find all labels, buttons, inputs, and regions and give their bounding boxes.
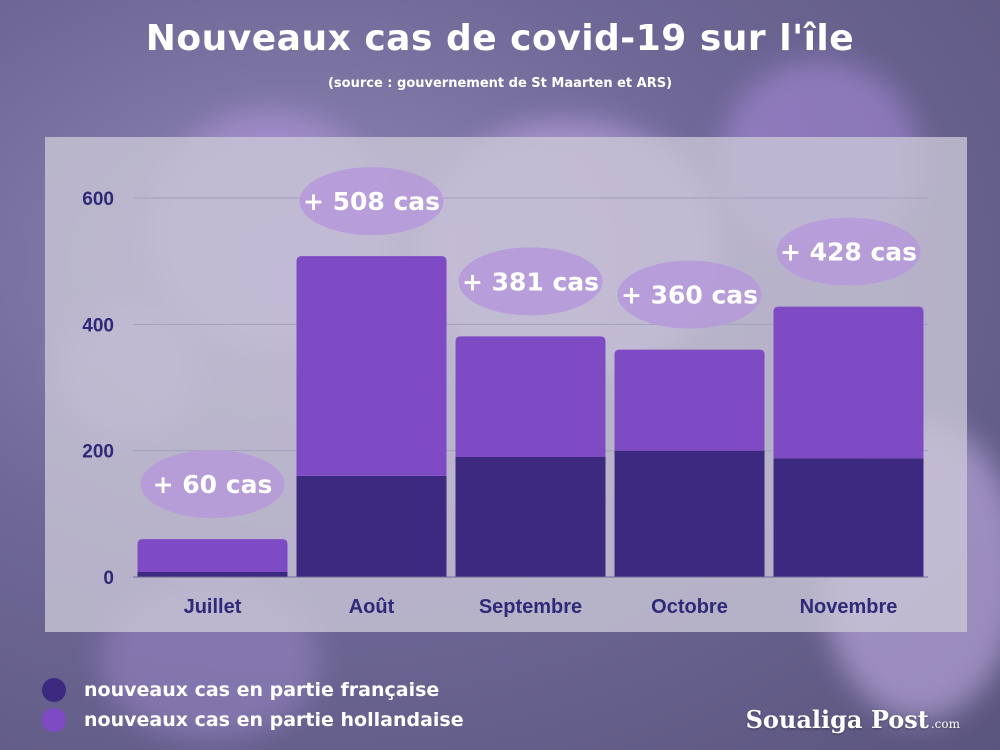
y-tick-label: 200: [82, 442, 114, 463]
total-data-label: + 428 cas: [780, 238, 917, 267]
bar-segment-dutch: [137, 539, 288, 572]
x-category-label: Octobre: [651, 596, 728, 618]
y-tick-label: 0: [103, 568, 114, 589]
publisher-logo: Soualiga Post .com: [746, 705, 960, 734]
bar-segment-dutch: [614, 349, 765, 451]
bar-segment-dutch: [773, 306, 924, 459]
total-bubble: [458, 247, 603, 316]
x-category-label: Novembre: [800, 596, 898, 618]
total-bubble: [617, 260, 762, 329]
bar-segment-french: [614, 450, 765, 577]
x-category-label: Juillet: [184, 596, 242, 618]
logo-suffix: .com: [930, 717, 960, 731]
total-bubble: [140, 450, 285, 519]
legend-swatch-dutch: [42, 708, 66, 732]
legend-label-french: nouveaux cas en partie française: [84, 679, 440, 701]
legend-swatch-french: [42, 678, 66, 702]
chart-legend: nouveaux cas en partie française nouveau…: [42, 675, 464, 735]
y-tick-label: 400: [82, 315, 114, 336]
bar-segment-french: [773, 458, 924, 577]
legend-item-french: nouveaux cas en partie française: [42, 675, 464, 705]
bar-segment-dutch: [455, 336, 606, 457]
chart-title: Nouveaux cas de covid-19 sur l'île: [145, 18, 855, 59]
total-data-label: + 60 cas: [153, 470, 273, 499]
total-data-label: + 360 cas: [621, 281, 758, 310]
logo-name: Soualiga Post: [745, 705, 929, 734]
chart-subtitle: (source : gouvernement de St Maarten et …: [327, 76, 673, 91]
total-data-label: + 508 cas: [303, 187, 440, 216]
total-data-label: + 381 cas: [462, 267, 599, 296]
legend-label-dutch: nouveaux cas en partie hollandaise: [84, 709, 464, 731]
bar-segment-dutch: [296, 256, 447, 476]
x-category-label: Septembre: [479, 596, 582, 618]
y-tick-label: 600: [82, 189, 114, 210]
legend-item-dutch: nouveaux cas en partie hollandaise: [42, 705, 464, 735]
x-category-label: Août: [349, 596, 395, 618]
bar-segment-french: [455, 456, 606, 577]
bar-segment-french: [296, 475, 447, 577]
total-bubble: [776, 217, 921, 286]
bar-segment-french: [137, 571, 288, 577]
total-bubble: [299, 167, 444, 236]
